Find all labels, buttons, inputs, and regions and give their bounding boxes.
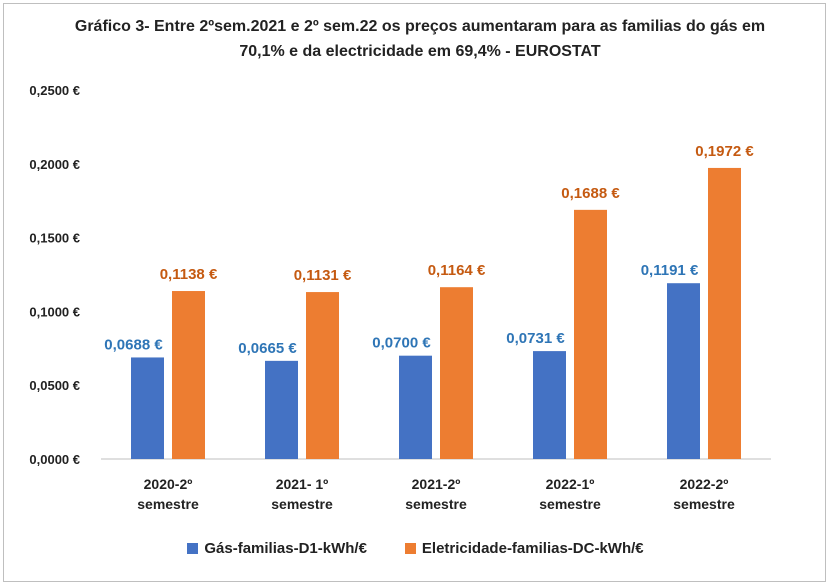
bar-electricity [708,167,741,459]
y-tick-label: 0,0500 € [29,378,80,393]
bar-electricity [440,287,473,459]
legend: Gás-familias-D1-kWh/€ Eletricidade-famil… [0,540,831,557]
chart-frame [3,3,826,582]
bar-electricity [574,209,607,459]
bar-gas [667,283,700,459]
y-tick-label: 0,2000 € [29,157,80,172]
x-tick-label: 2021-2º [412,476,461,492]
legend-item-electricity: Eletricidade-familias-DC-kWh/€ [404,540,644,557]
x-tick-label: 2022-2º [680,476,729,492]
data-label: 0,1191 € [641,262,699,279]
bar-gas [399,355,432,459]
data-label: 0,1131 € [294,267,352,284]
x-tick-label: semestre [539,496,601,512]
x-tick-label: semestre [271,496,333,512]
x-tick-label: semestre [405,496,467,512]
data-label: 0,0700 € [372,335,431,352]
data-label: 0,1688 € [561,185,620,202]
x-tick-label: 2022-1º [546,476,595,492]
y-tick-label: 0,0000 € [29,452,80,467]
x-tick-label: 2021- 1º [276,476,329,492]
data-label: 0,1164 € [428,262,486,279]
data-label: 0,0688 € [104,336,163,353]
bar-gas [131,357,164,459]
y-tick-label: 0,2500 € [29,83,80,98]
bar-electricity [172,291,205,459]
data-label: 0,1138 € [160,266,218,283]
bar-electricity [306,292,339,459]
data-label: 0,0731 € [506,330,565,347]
bar-gas [265,360,298,459]
x-tick-label: 2020-2º [144,476,193,492]
chart-title: Gráfico 3- Entre 2ºsem.2021 e 2º sem.22 … [74,18,766,60]
y-tick-label: 0,1000 € [29,304,80,319]
legend-label-electricity: Eletricidade-familias-DC-kWh/€ [421,540,644,557]
y-tick-label: 0,1500 € [29,231,80,246]
legend-item-gas: Gás-familias-D1-kWh/€ [187,540,367,557]
legend-label-gas: Gás-familias-D1-kWh/€ [204,540,367,557]
legend-swatch-gas [187,543,199,554]
legend-swatch-electricity [404,543,416,554]
data-label: 0,1972 € [695,143,754,160]
data-label: 0,0665 € [238,340,297,357]
x-tick-label: semestre [673,496,735,512]
bar-gas [533,351,566,459]
x-tick-label: semestre [137,496,199,512]
